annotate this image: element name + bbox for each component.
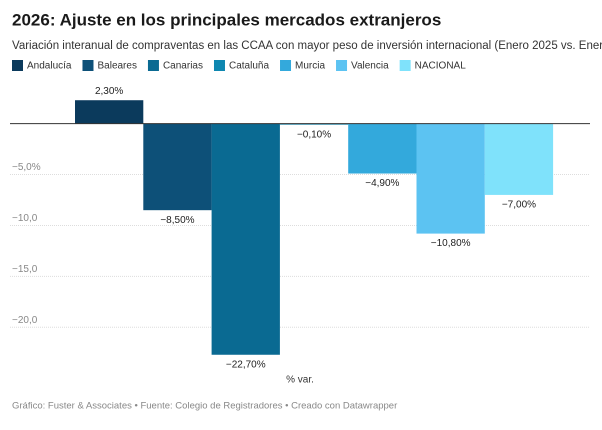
data-label: −8,50% <box>160 215 194 226</box>
data-label: 2,30% <box>95 86 123 97</box>
legend-label: Canarias <box>163 61 203 72</box>
chart-subtitle: Variación interanual de compraventas en … <box>12 40 602 52</box>
legend-swatch <box>82 60 94 71</box>
data-label: −10,80% <box>431 238 471 249</box>
bar <box>484 123 554 195</box>
bar <box>75 100 144 124</box>
legend-label: Valencia <box>351 61 389 72</box>
legend-swatch <box>147 60 159 71</box>
bar <box>143 123 212 211</box>
bar <box>348 123 417 174</box>
legend-label: Baleares <box>97 61 136 72</box>
legend-label: Andalucía <box>27 61 72 72</box>
legend: Andalucía Baleares Canarias Cataluña Murcia V… <box>12 60 466 72</box>
data-label: −22,70% <box>226 359 266 370</box>
data-label: −4,90% <box>365 178 399 189</box>
legend-swatch <box>336 60 348 71</box>
legend-label: Cataluña <box>229 61 269 72</box>
axis-label: % var. <box>286 375 314 386</box>
bar <box>416 123 485 234</box>
y-tick-label: −10,0 <box>12 213 38 224</box>
legend-swatch <box>280 60 292 71</box>
bar <box>211 123 280 355</box>
y-tick-label: −20,0 <box>12 315 38 326</box>
y-tick-label: −15,0 <box>12 264 38 275</box>
bar <box>279 123 349 125</box>
data-label: −7,00% <box>502 200 536 211</box>
chart-title: 2026: Ajuste en los principales mercados… <box>12 10 441 29</box>
legend-label: NACIONAL <box>415 61 467 72</box>
legend-swatch <box>213 60 225 71</box>
legend-swatch <box>12 60 23 71</box>
legend-swatch <box>399 60 411 71</box>
source-note: Gráfico: Fuster & Associates • Fuente: C… <box>12 401 397 412</box>
y-tick-label: −5,0% <box>12 162 41 173</box>
legend-label: Murcia <box>295 61 325 72</box>
data-label: −0,10% <box>297 129 331 140</box>
